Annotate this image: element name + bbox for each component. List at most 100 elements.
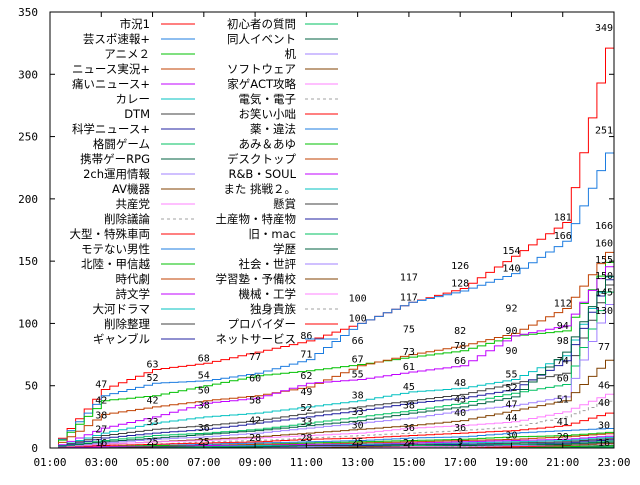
series-line: [50, 286, 615, 449]
legend-item: ネットサービス: [216, 332, 338, 346]
data-label: 130: [595, 306, 613, 317]
legend-label: 科学ニュース+: [72, 122, 150, 136]
data-label: 77: [598, 342, 610, 353]
data-label: 68: [198, 353, 210, 364]
series-line: [50, 390, 615, 449]
series-line: [50, 263, 615, 449]
data-label: 60: [249, 373, 261, 384]
legend-label: 携帯ゲーRPG: [80, 152, 150, 166]
y-tick-label: 200: [18, 193, 38, 206]
x-tick-label: 19:00: [495, 456, 528, 469]
data-label: 47: [505, 399, 517, 410]
data-label: 25: [352, 437, 364, 448]
data-label: 86: [300, 331, 312, 342]
legend-item: AV機器: [112, 182, 195, 196]
legend-item: 市況1: [120, 17, 195, 31]
legend-label: 社会・世評: [239, 257, 297, 271]
data-label: 42: [249, 416, 261, 427]
series-line: [50, 410, 615, 449]
legend-item: 芸スポ速報+: [83, 32, 195, 46]
legend-item: R&B・SOUL: [228, 167, 338, 181]
data-label: 145: [595, 287, 613, 298]
series-line: [50, 261, 615, 449]
legend-item: 詩文学: [116, 287, 195, 301]
data-label: 78: [454, 341, 466, 352]
legend-item: 学歴: [273, 242, 338, 256]
data-label: 155: [595, 255, 613, 266]
data-label: 62: [300, 371, 312, 382]
series-line: [50, 352, 615, 449]
legend-label: 大型・特殊車両: [70, 227, 151, 241]
legend-item: 削除整理: [104, 317, 195, 331]
legend-item: 機械・工学: [239, 287, 338, 301]
series-line: [50, 13, 615, 449]
data-label: 154: [502, 246, 520, 257]
series-line: [50, 241, 615, 449]
series-line: [50, 254, 615, 449]
data-label: 42: [147, 396, 159, 407]
legend-item: 時代劇: [116, 272, 195, 286]
data-label: 90: [505, 326, 517, 337]
legend-label: 電気・電子: [239, 92, 297, 106]
legend-label: プロバイダー: [227, 317, 296, 331]
data-label: 28: [249, 433, 261, 444]
legend-item: 格闘ゲーム: [93, 137, 195, 151]
legend-item: 土産物・特産物: [216, 212, 338, 226]
data-label: 36: [198, 423, 210, 434]
y-tick-label: 300: [18, 68, 38, 81]
data-label: 181: [554, 213, 572, 224]
legend-item: 旧・mac: [248, 227, 338, 241]
y-tick-label: 50: [25, 380, 38, 393]
x-tick-label: 11:00: [290, 456, 323, 469]
data-label: 45: [403, 382, 415, 393]
data-label: 166: [554, 231, 572, 242]
data-label: 33: [300, 417, 312, 428]
data-label: 100: [349, 293, 367, 304]
legend-item: ギャンブル: [93, 332, 195, 346]
legend-item: また 挑戦２。: [223, 182, 338, 196]
data-label: 38: [95, 411, 107, 422]
data-label: 67: [352, 355, 364, 366]
data-label: 74: [557, 356, 569, 367]
data-label: 43: [454, 394, 466, 405]
y-tick-label: 250: [18, 131, 38, 144]
data-label: 82: [454, 326, 466, 337]
x-tick-label: 05:00: [136, 456, 169, 469]
data-label: 40: [454, 408, 466, 419]
y-tick-label: 350: [18, 6, 38, 19]
data-label: 41: [557, 417, 569, 428]
legend-item: アニメ２: [104, 47, 195, 61]
legend-label: 北陸・甲信越: [81, 257, 150, 271]
data-label: 42: [95, 396, 107, 407]
data-label: 140: [502, 264, 520, 275]
data-label: 58: [249, 396, 261, 407]
data-label: 94: [557, 321, 569, 332]
data-label: 51: [557, 394, 569, 405]
legend-item: DTM: [124, 107, 195, 121]
data-label: 40: [598, 398, 610, 409]
data-label: 33: [352, 407, 364, 418]
data-label: 33: [147, 417, 159, 428]
data-label: 52: [505, 383, 517, 394]
x-tick-label: 23:00: [597, 456, 630, 469]
series-line: [50, 261, 615, 449]
x-tick-label: 17:00: [444, 456, 477, 469]
data-label: 117: [400, 272, 418, 283]
legend-label: 初心者の質問: [227, 17, 296, 31]
legend-item: 削除議論: [104, 212, 195, 226]
data-label: 49: [300, 387, 312, 398]
legend-label: 機械・工学: [239, 287, 297, 301]
data-label: 98: [557, 336, 569, 347]
legend-label: 削除整理: [104, 317, 150, 331]
data-label: 60: [557, 373, 569, 384]
legend-label: 痛いニュース+: [72, 77, 150, 91]
legend-label: AV機器: [112, 182, 150, 196]
data-label: 61: [403, 362, 415, 373]
legend-label: お笑い小咄: [239, 107, 297, 121]
data-label: 251: [595, 125, 613, 136]
y-tick-label: 150: [18, 255, 38, 268]
axes: 0 50 100 150 200 250 300 350 01:00 03:00 05:00 07:0…: [18, 6, 630, 469]
legend-label: 詩文学: [116, 287, 151, 301]
legend-label: 共産党: [116, 197, 151, 211]
